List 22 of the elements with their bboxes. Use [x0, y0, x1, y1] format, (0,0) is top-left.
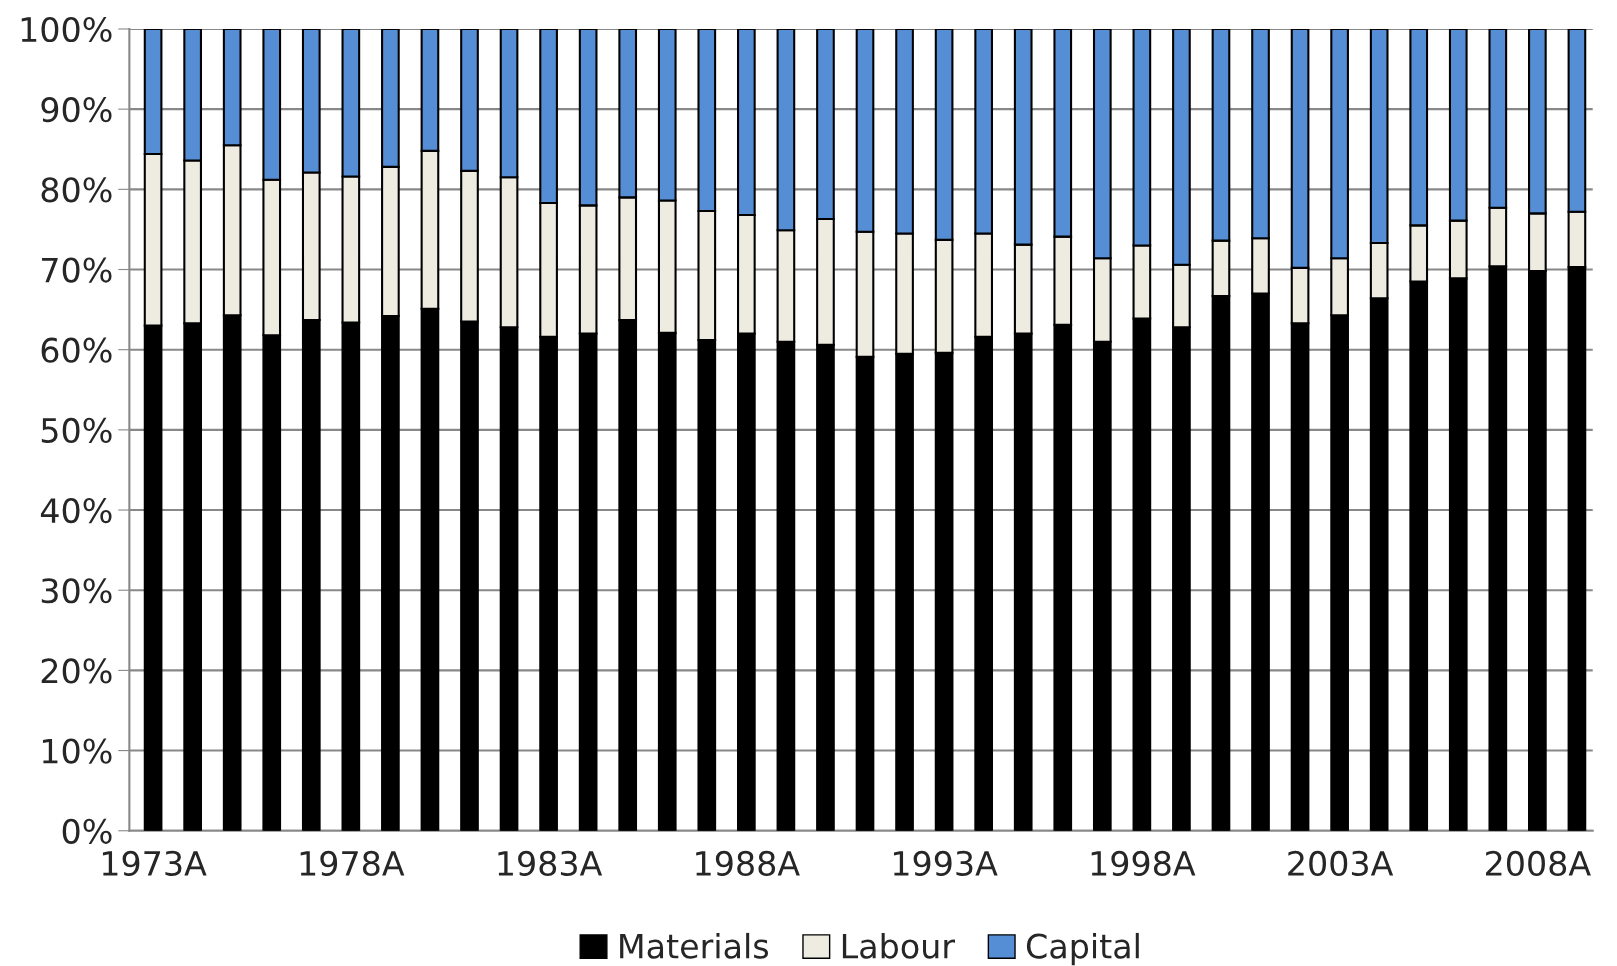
x-tick-label: 2008A: [1486, 850, 1591, 877]
legend-label: Materials: [620, 932, 769, 959]
x-tick-label: 1998A: [1091, 850, 1196, 877]
x-tick-label: 1988A: [696, 850, 800, 877]
legend-label: Labour: [842, 932, 956, 959]
x-tick-label: 1993A: [893, 850, 998, 877]
y-tick-label: 80%: [41, 177, 112, 203]
y-tick-label: 70%: [42, 257, 112, 283]
y-tick-label: 90%: [41, 97, 112, 123]
x-tick-label: 2003A: [1288, 850, 1394, 877]
y-tick-label: 10%: [42, 738, 112, 764]
legend-label: Capital: [1026, 932, 1139, 966]
x-tick-label: 1973A: [102, 850, 207, 877]
y-tick-label: 30%: [41, 578, 112, 604]
x-tick-label: 1978A: [300, 850, 405, 877]
x-tick-label: 1983A: [498, 850, 603, 877]
y-tick-label: 0%: [62, 818, 112, 844]
y-tick-label: 50%: [41, 417, 112, 444]
y-tick-label: 100%: [21, 16, 112, 43]
y-tick-label: 20%: [41, 658, 112, 684]
y-tick-label: 60%: [41, 337, 112, 363]
y-tick-label: 40%: [40, 497, 112, 524]
